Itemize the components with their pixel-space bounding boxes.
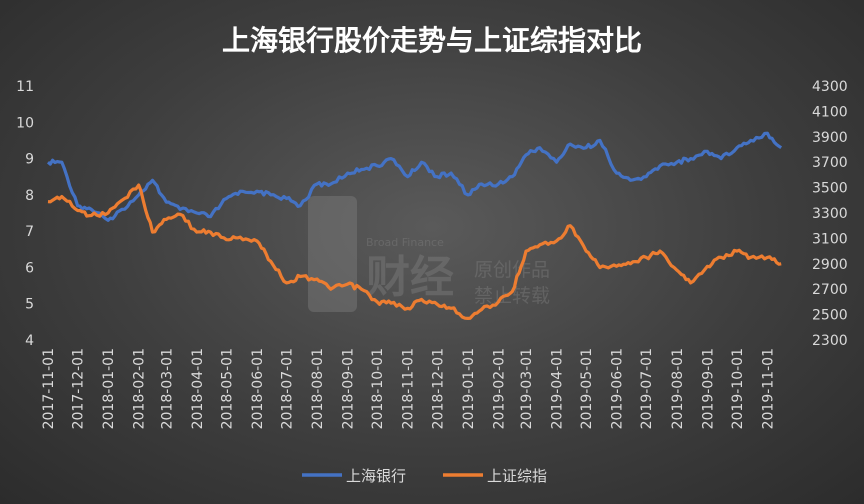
watermark-brand-en: Broad Finance (366, 236, 444, 249)
y-left-tick-label: 9 (25, 152, 34, 168)
y-right-tick-label: 4100 (812, 104, 848, 120)
plot-area (46, 131, 783, 320)
x-tick-label: 2018-06-01 (250, 348, 266, 429)
legend-label: 上海银行 (346, 467, 406, 485)
x-tick-label: 2018-07-01 (279, 348, 295, 429)
x-tick-label: 2018-09-01 (341, 348, 357, 429)
y-right-tick-label: 3100 (812, 231, 848, 247)
y-right-tick-label: 2300 (812, 333, 848, 349)
y-left-tick-label: 4 (25, 333, 34, 349)
x-tick-label: 2018-02-01 (132, 348, 148, 429)
y-right-tick-label: 3700 (812, 155, 848, 171)
x-tick-label: 2019-11-01 (760, 348, 776, 429)
watermark-logo-box (308, 196, 357, 312)
x-tick-label: 2019-08-01 (670, 348, 686, 429)
x-tick-label: 2017-12-01 (71, 348, 87, 429)
y-left-tick-label: 11 (16, 79, 34, 95)
x-axis: 2017-11-01 2017-12-01 2018-01-01 2018-02-01… (41, 348, 776, 429)
y-right-tick-label: 2900 (812, 257, 848, 273)
x-tick-label: 2017-11-01 (41, 348, 57, 429)
watermark-line1: 原创作品 (474, 259, 550, 281)
series-line-0 (46, 131, 783, 222)
y-axis-right: 2300 2500 2700 2900 3100 3300 3500 3700 3900 4100… (812, 79, 848, 349)
y-left-tick-label: 7 (25, 224, 34, 240)
y-left-tick-label: 10 (16, 115, 34, 131)
x-tick-label: 2019-10-01 (730, 348, 746, 429)
x-tick-label: 2018-10-01 (370, 348, 386, 429)
y-axis-left: 4 5 6 7 8 9 10 11 (16, 79, 34, 349)
legend: 上海银行 上证综指 (302, 467, 547, 485)
y-right-tick-label: 3500 (812, 181, 848, 197)
y-left-tick-label: 8 (25, 188, 34, 204)
watermark-line2: 禁止转载 (474, 285, 550, 307)
x-tick-label: 2018-12-01 (430, 348, 446, 429)
series-line-1 (47, 183, 782, 320)
x-tick-label: 2018-05-01 (219, 348, 235, 429)
x-tick-label: 2019-04-01 (550, 348, 566, 429)
x-tick-label: 2019-03-01 (519, 348, 535, 429)
chart-title: 上海银行股价走势与上证综指对比 (222, 24, 642, 57)
y-right-tick-label: 4300 (812, 79, 848, 95)
y-right-tick-label: 2500 (812, 308, 848, 324)
x-tick-label: 2019-02-01 (491, 348, 507, 429)
x-tick-label: 2018-04-01 (190, 348, 206, 429)
x-tick-label: 2019-05-01 (579, 348, 595, 429)
x-tick-label: 2018-01-01 (101, 348, 117, 429)
y-right-tick-label: 3300 (812, 206, 848, 222)
y-right-tick-label: 3900 (812, 130, 848, 146)
x-tick-label: 2019-06-01 (610, 348, 626, 429)
x-tick-label: 2018-03-01 (159, 348, 175, 429)
legend-label: 上证综指 (487, 467, 547, 485)
x-tick-label: 2019-09-01 (700, 348, 716, 429)
y-right-tick-label: 2700 (812, 282, 848, 298)
y-left-tick-label: 5 (25, 297, 34, 313)
x-tick-label: 2018-11-01 (401, 348, 417, 429)
watermark: Broad Finance 财经 原创作品 禁止转载 (308, 196, 550, 312)
watermark-brand-cn: 财经 (366, 252, 454, 303)
x-tick-label: 2019-01-01 (461, 348, 477, 429)
y-left-tick-label: 6 (25, 260, 34, 276)
x-tick-label: 2018-08-01 (310, 348, 326, 429)
x-tick-label: 2019-07-01 (639, 348, 655, 429)
